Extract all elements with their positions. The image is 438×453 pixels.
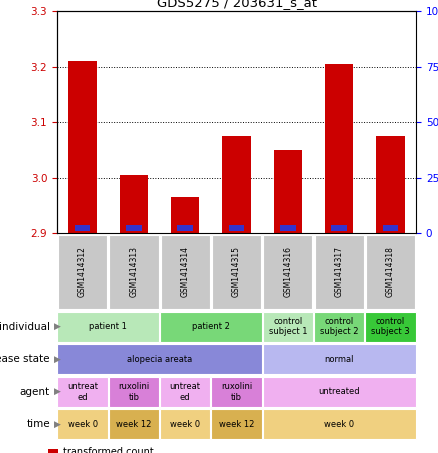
Text: patient 1: patient 1 bbox=[89, 322, 127, 331]
Text: week 0: week 0 bbox=[170, 420, 200, 429]
Text: alopecia areata: alopecia areata bbox=[127, 355, 192, 364]
Text: ▶: ▶ bbox=[54, 420, 61, 429]
Bar bbox=[229, 225, 244, 231]
Text: individual: individual bbox=[0, 322, 50, 332]
Text: untreat
ed: untreat ed bbox=[170, 382, 201, 401]
Text: time: time bbox=[26, 419, 50, 429]
Text: transformed count: transformed count bbox=[63, 447, 154, 453]
Bar bbox=[263, 410, 416, 439]
Text: GSM1414318: GSM1414318 bbox=[386, 246, 395, 297]
Text: normal: normal bbox=[325, 355, 354, 364]
Bar bbox=[365, 312, 416, 342]
Text: untreat
ed: untreat ed bbox=[67, 382, 98, 401]
Text: week 12: week 12 bbox=[219, 420, 254, 429]
Bar bbox=[126, 225, 141, 231]
Bar bbox=[160, 410, 210, 439]
Text: week 12: week 12 bbox=[116, 420, 152, 429]
Text: week 0: week 0 bbox=[67, 420, 98, 429]
Text: ▶: ▶ bbox=[54, 387, 61, 396]
Bar bbox=[160, 377, 210, 407]
Text: GSM1414317: GSM1414317 bbox=[335, 246, 344, 297]
Bar bbox=[212, 410, 261, 439]
Bar bbox=[263, 235, 312, 309]
Bar bbox=[160, 312, 261, 342]
Bar bbox=[263, 312, 313, 342]
Text: ruxolini
tib: ruxolini tib bbox=[118, 382, 149, 401]
Bar bbox=[177, 225, 193, 231]
Title: GDS5275 / 203631_s_at: GDS5275 / 203631_s_at bbox=[156, 0, 317, 9]
Bar bbox=[161, 235, 210, 309]
Text: control
subject 1: control subject 1 bbox=[268, 317, 307, 336]
Bar bbox=[263, 377, 416, 407]
Bar bbox=[68, 61, 97, 233]
Text: untreated: untreated bbox=[318, 387, 360, 396]
Bar bbox=[280, 225, 296, 231]
Bar bbox=[120, 175, 148, 233]
Bar bbox=[366, 235, 415, 309]
Bar bbox=[263, 344, 416, 374]
Text: GSM1414313: GSM1414313 bbox=[129, 246, 138, 297]
Bar bbox=[109, 377, 159, 407]
Bar bbox=[212, 235, 261, 309]
Bar bbox=[274, 150, 302, 233]
Bar bbox=[48, 449, 59, 453]
Bar bbox=[57, 312, 159, 342]
Text: agent: agent bbox=[20, 387, 50, 397]
Bar bbox=[314, 312, 364, 342]
Text: ruxolini
tib: ruxolini tib bbox=[221, 382, 252, 401]
Text: GSM1414316: GSM1414316 bbox=[283, 246, 292, 297]
Text: ▶: ▶ bbox=[54, 355, 61, 364]
Bar bbox=[57, 410, 108, 439]
Text: control
subject 2: control subject 2 bbox=[320, 317, 358, 336]
Bar bbox=[109, 235, 159, 309]
Bar bbox=[376, 136, 405, 233]
Bar bbox=[57, 344, 261, 374]
Text: disease state: disease state bbox=[0, 354, 50, 364]
Bar bbox=[109, 410, 159, 439]
Text: ▶: ▶ bbox=[54, 322, 61, 331]
Bar bbox=[212, 377, 261, 407]
Bar bbox=[314, 235, 364, 309]
Text: patient 2: patient 2 bbox=[192, 322, 230, 331]
Bar bbox=[58, 235, 107, 309]
Bar bbox=[171, 197, 199, 233]
Text: GSM1414314: GSM1414314 bbox=[181, 246, 190, 297]
Text: week 0: week 0 bbox=[324, 420, 354, 429]
Text: GSM1414315: GSM1414315 bbox=[232, 246, 241, 297]
Text: control
subject 3: control subject 3 bbox=[371, 317, 410, 336]
Bar bbox=[75, 225, 90, 231]
Bar bbox=[325, 64, 353, 233]
Bar bbox=[57, 377, 108, 407]
Bar bbox=[383, 225, 398, 231]
Bar bbox=[332, 225, 347, 231]
Bar bbox=[223, 136, 251, 233]
Text: GSM1414312: GSM1414312 bbox=[78, 246, 87, 297]
